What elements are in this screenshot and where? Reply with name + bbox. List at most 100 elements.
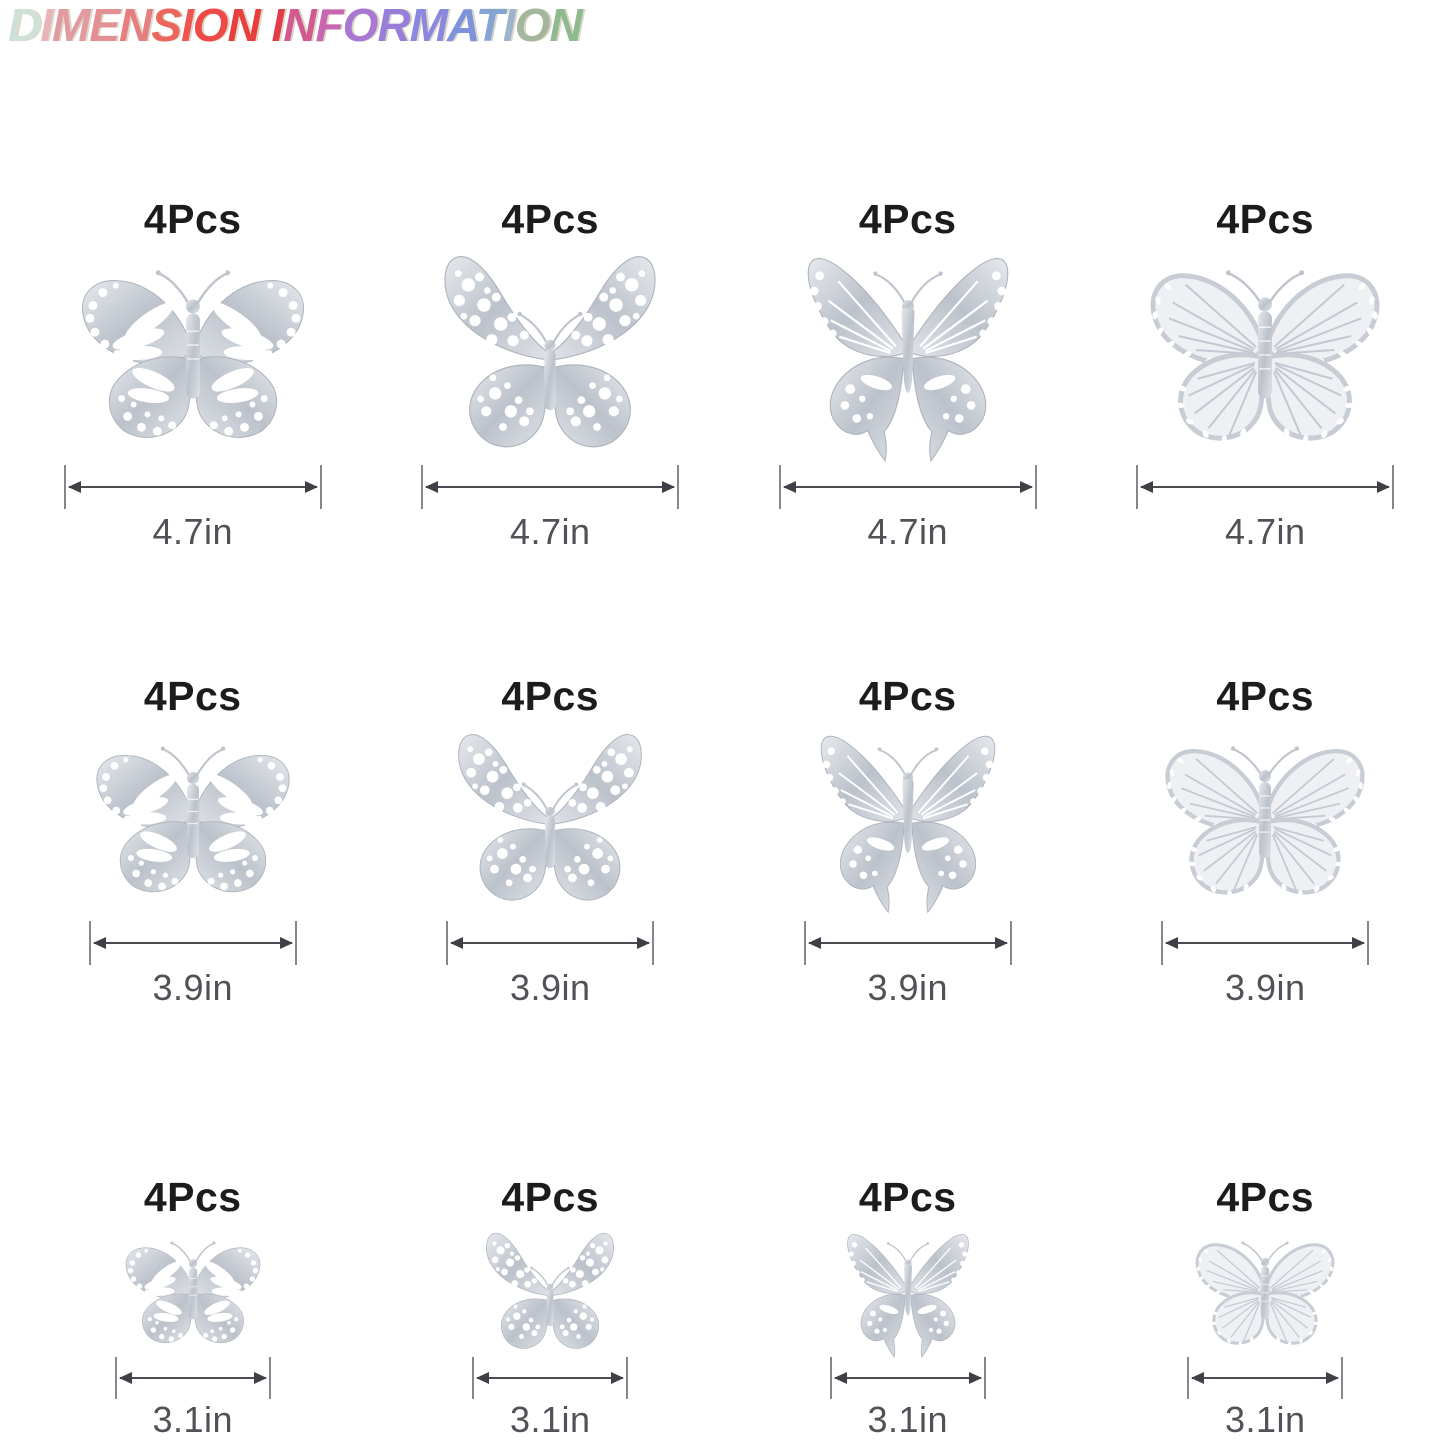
grid-cell: 4Pcs 3.1in [14, 1106, 372, 1446]
dotted-monarch-hollow-butterfly-icon [81, 727, 305, 908]
butterfly-image-wrap [1136, 247, 1394, 457]
arrowhead-right-icon [994, 937, 1008, 949]
dimension-arrow [1187, 1357, 1344, 1399]
arrow-end-tick [1392, 465, 1395, 509]
arrow-line [426, 486, 675, 488]
dimension-arrow [63, 465, 322, 509]
arrowhead-right-icon [1326, 1372, 1340, 1384]
butterfly-image-wrap [115, 1227, 271, 1355]
butterfly-image-wrap [438, 726, 662, 909]
veined-monarch-hollow-butterfly-icon [1187, 1228, 1343, 1354]
grid-cell: 4Pcs 3.1in [729, 1106, 1087, 1446]
lace-filigree-hollow-butterfly-icon [462, 1220, 638, 1362]
dimension-arrow [1161, 921, 1370, 965]
pcs-count-label: 4Pcs [858, 1174, 957, 1220]
arrow-line [477, 1377, 624, 1379]
grid-cell: 4Pcs 3.9in [729, 628, 1087, 1106]
grid-cell: 4Pcs 3.9in [372, 628, 730, 1106]
size-label: 4.7in [867, 511, 949, 552]
arrow-end-tick [446, 921, 449, 965]
butterfly-image-wrap [779, 247, 1037, 457]
pcs-count-label: 4Pcs [143, 1174, 242, 1220]
size-label: 3.1in [509, 1399, 591, 1440]
dimension-arrow [778, 465, 1037, 509]
dotted-monarch-hollow-butterfly-icon [64, 248, 322, 456]
swallowtail-hollow-butterfly-icon [822, 1222, 994, 1361]
grid-cell: 4Pcs 4.7in [14, 150, 372, 628]
pcs-count-label: 4Pcs [1216, 673, 1315, 719]
size-label: 3.9in [867, 967, 949, 1008]
arrow-end-tick [1367, 921, 1370, 965]
dimension-arrow [114, 1357, 271, 1399]
arrow-line [1166, 942, 1365, 944]
arrowhead-left-icon [833, 1372, 847, 1384]
grid-cell: 4Pcs 3.9in [14, 628, 372, 1106]
dimension-arrow [421, 465, 680, 509]
arrow-end-tick [1136, 465, 1139, 509]
butterfly-image-wrap [81, 726, 305, 909]
pcs-count-label: 4Pcs [858, 196, 957, 242]
arrow-end-tick [829, 1357, 832, 1399]
grid-cell: 4Pcs 3.9in [1087, 628, 1445, 1106]
size-label: 3.1in [867, 1399, 949, 1440]
arrow-end-tick [1187, 1357, 1190, 1399]
arrowhead-left-icon [1191, 1372, 1205, 1384]
arrow-end-tick [1034, 465, 1037, 509]
arrow-line [451, 942, 650, 944]
arrow-end-tick [652, 921, 655, 965]
butterfly-image-wrap [1153, 726, 1377, 909]
grid-cell: 4Pcs 3.1in [1087, 1106, 1445, 1446]
size-label: 4.7in [1224, 511, 1306, 552]
arrowhead-left-icon [118, 1372, 132, 1384]
butterfly-image-wrap [421, 247, 679, 457]
arrow-line [1141, 486, 1390, 488]
grid-cell: 4Pcs 4.7in [729, 150, 1087, 628]
arrowhead-right-icon [1377, 481, 1391, 493]
size-label: 4.7in [152, 511, 234, 552]
arrowhead-left-icon [476, 1372, 490, 1384]
butterfly-image-wrap [472, 1227, 628, 1355]
arrowhead-left-icon [1165, 937, 1179, 949]
arrowhead-right-icon [279, 937, 293, 949]
pcs-count-label: 4Pcs [143, 673, 242, 719]
swallowtail-hollow-butterfly-icon [785, 718, 1031, 917]
lace-filigree-hollow-butterfly-icon [404, 234, 696, 469]
arrow-end-tick [63, 465, 66, 509]
dimension-arrow [472, 1357, 629, 1399]
arrowhead-left-icon [782, 481, 796, 493]
arrow-end-tick [88, 921, 91, 965]
size-label: 3.1in [152, 1399, 234, 1440]
arrow-end-tick [1341, 1357, 1344, 1399]
arrow-end-tick [778, 465, 781, 509]
arrow-end-tick [319, 465, 322, 509]
butterfly-image-wrap [796, 726, 1020, 909]
arrow-end-tick [472, 1357, 475, 1399]
dimension-grid: 4Pcs 4.7in 4Pcs 4.7in 4Pcs [14, 150, 1444, 1446]
dimension-arrow [88, 921, 297, 965]
size-label: 3.9in [509, 967, 591, 1008]
dimension-arrow [446, 921, 655, 965]
arrow-end-tick [1161, 921, 1164, 965]
arrow-line [808, 942, 1007, 944]
grid-cell: 4Pcs 4.7in [372, 150, 730, 628]
arrowhead-right-icon [637, 937, 651, 949]
grid-cell: 4Pcs 4.7in [1087, 150, 1445, 628]
arrow-line [834, 1377, 981, 1379]
arrowhead-right-icon [1352, 937, 1366, 949]
arrow-line [783, 486, 1032, 488]
butterfly-image-wrap [64, 247, 322, 457]
size-label: 3.9in [1224, 967, 1306, 1008]
dimension-arrow [1136, 465, 1395, 509]
arrowhead-left-icon [67, 481, 81, 493]
arrow-line [119, 1377, 266, 1379]
pcs-count-label: 4Pcs [501, 673, 600, 719]
arrow-line [1192, 1377, 1339, 1379]
veined-monarch-hollow-butterfly-icon [1136, 248, 1394, 456]
arrow-end-tick [677, 465, 680, 509]
arrowhead-right-icon [611, 1372, 625, 1384]
arrowhead-left-icon [807, 937, 821, 949]
butterfly-image-wrap [1187, 1227, 1343, 1355]
arrow-end-tick [294, 921, 297, 965]
grid-cell: 4Pcs 3.1in [372, 1106, 730, 1446]
page-title: DIMENSION INFORMATION [8, 0, 583, 51]
